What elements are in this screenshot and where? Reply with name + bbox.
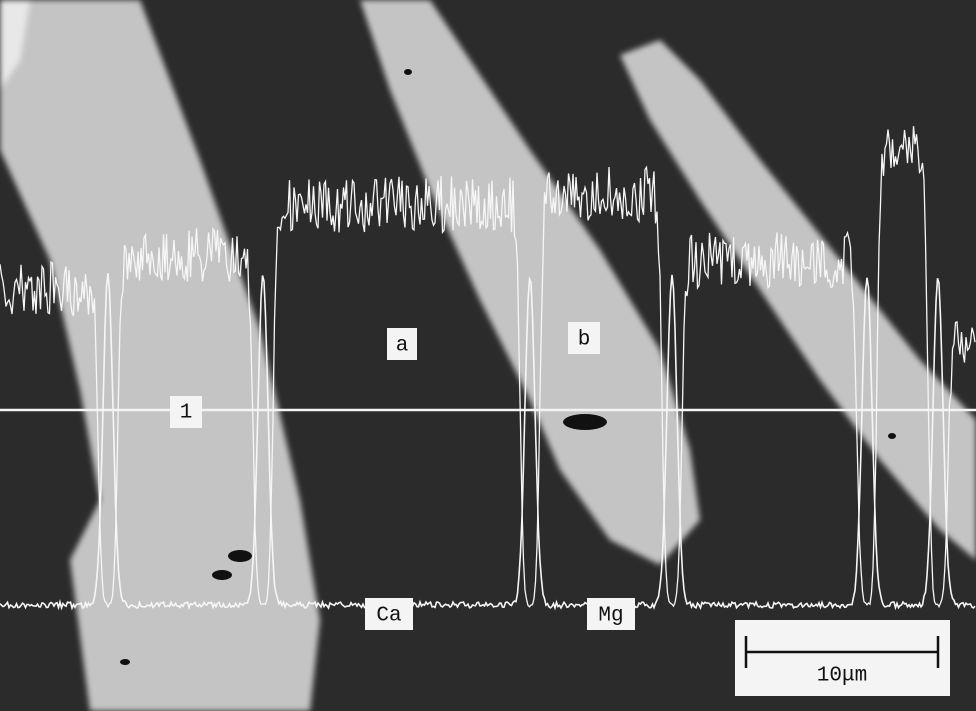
inclusion bbox=[404, 69, 412, 75]
region-label: a bbox=[396, 335, 409, 358]
trace-label: Mg bbox=[598, 605, 623, 628]
scan-line-label: 1 bbox=[180, 402, 193, 425]
inclusion bbox=[563, 414, 607, 430]
inclusion bbox=[120, 659, 130, 665]
scale-bar-label: 10μm bbox=[817, 665, 867, 688]
inclusion bbox=[228, 550, 252, 562]
trace-label: Ca bbox=[376, 605, 401, 628]
inclusion bbox=[212, 570, 232, 580]
micrograph: a b 1 Ca Mg 10μm bbox=[0, 0, 976, 711]
region-label: b bbox=[578, 329, 591, 352]
inclusion bbox=[888, 433, 896, 439]
